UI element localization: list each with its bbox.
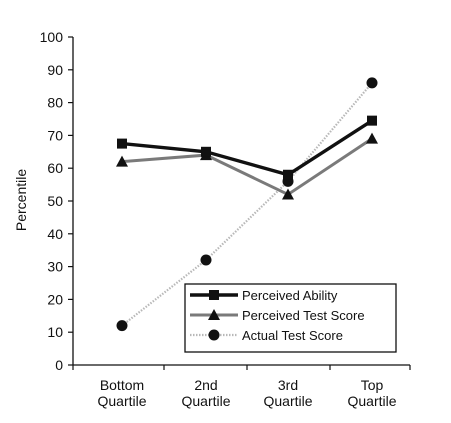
data-point <box>366 77 378 89</box>
legend-label: Perceived Ability <box>242 288 338 303</box>
data-point <box>116 320 128 332</box>
x-tick-label: Top Quartile <box>347 377 396 409</box>
data-point <box>201 146 211 157</box>
y-axis-title: Percentile <box>13 169 29 231</box>
data-point <box>367 115 377 126</box>
data-point <box>117 138 127 149</box>
legend-swatch-marker <box>208 329 220 341</box>
y-tick-label: 50 <box>47 193 63 209</box>
y-ticks: 0 10 20 30 40 50 60 70 80 90 100 <box>40 29 73 373</box>
series-line <box>121 82 373 327</box>
y-tick-label: 60 <box>47 160 63 176</box>
legend-label: Perceived Test Score <box>242 308 365 323</box>
data-point <box>282 188 294 200</box>
y-tick-label: 10 <box>47 324 63 340</box>
data-point <box>283 169 293 180</box>
y-tick-label: 90 <box>47 62 63 78</box>
y-tick-label: 80 <box>47 95 63 111</box>
legend-entries: Perceived Ability Perceived Test Score Act… <box>190 288 365 343</box>
legend-label: Actual Test Score <box>242 328 343 343</box>
series-line <box>121 137 373 197</box>
y-tick-label: 0 <box>55 357 63 373</box>
y-tick-label: 30 <box>47 259 63 275</box>
y-tick-label: 20 <box>47 291 63 307</box>
x-ticks: Bottom Quartile 2nd Quartile 3rd Quartile Top Q… <box>72 365 411 409</box>
data-point <box>200 254 212 266</box>
data-point <box>366 132 378 144</box>
x-tick-label: 3rd Quartile <box>263 377 312 409</box>
legend-swatch-marker <box>208 309 220 320</box>
series-actual-test-score <box>116 77 378 332</box>
legend-swatch-marker <box>209 290 219 300</box>
y-tick-label: 70 <box>47 127 63 143</box>
series-line <box>121 119 373 177</box>
y-tick-label: 100 <box>40 29 64 45</box>
series-layer <box>116 77 378 332</box>
x-tick-label: 2nd Quartile <box>181 377 230 409</box>
y-tick-label: 40 <box>47 226 63 242</box>
data-point <box>116 155 128 167</box>
legend: Perceived Ability Perceived Test Score Act… <box>184 283 397 353</box>
series-perceived-ability <box>117 115 377 180</box>
x-tick-label: Bottom Quartile <box>97 377 146 409</box>
